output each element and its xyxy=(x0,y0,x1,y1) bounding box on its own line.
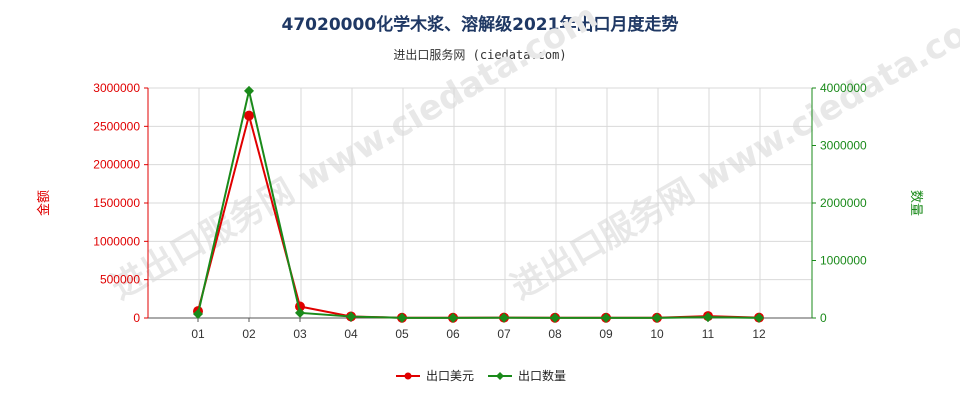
series-2-point xyxy=(346,311,356,322)
y-right-tick-label: 1000000 xyxy=(820,254,867,268)
series-2-point xyxy=(295,307,305,318)
y-axis-left-label: 金额 xyxy=(36,190,52,216)
y-left-tick-label: 1500000 xyxy=(93,196,140,210)
series-layer xyxy=(193,85,764,323)
tick-labels: 0 500000 1000000 1500000 2000000 2500000 30000… xyxy=(93,81,867,341)
x-tick-label: 01 xyxy=(191,327,205,341)
series-2-point xyxy=(703,312,713,323)
y-left-tick-label: 2500000 xyxy=(93,119,140,133)
series-1-point xyxy=(244,110,254,121)
series-2-point xyxy=(193,308,203,319)
series-2-point xyxy=(601,312,611,323)
y-left-tick-label: 2000000 xyxy=(93,158,140,172)
legend-label-2: 出口数量 xyxy=(518,368,566,383)
y-axis-right-label: 数量 xyxy=(908,190,923,216)
legend-marker-1 xyxy=(404,372,412,380)
y-left-tick-label: 500000 xyxy=(100,273,140,287)
x-tick-label: 12 xyxy=(752,327,766,341)
x-tick-label: 06 xyxy=(446,327,460,341)
y-right-tick-label: 0 xyxy=(820,311,827,325)
series-2-point xyxy=(754,312,764,323)
legend-label-1: 出口美元 xyxy=(426,369,474,383)
x-tick-label: 04 xyxy=(344,327,358,341)
legend: 出口美元 出口数量 xyxy=(396,368,566,383)
y-right-tick-label: 4000000 xyxy=(820,81,867,95)
legend-marker-2 xyxy=(496,372,504,380)
chart-title: 47020000化学木浆、溶解级2021年出口月度走势 xyxy=(281,15,679,35)
x-tick-label: 05 xyxy=(395,327,409,341)
x-tick-label: 03 xyxy=(293,327,307,341)
x-tick-label: 09 xyxy=(599,327,613,341)
series-2-point xyxy=(448,312,458,323)
x-tick-label: 11 xyxy=(702,327,715,341)
series-2-point xyxy=(244,85,254,96)
x-tick-label: 07 xyxy=(497,327,511,341)
y-left-tick-label: 3000000 xyxy=(93,81,140,95)
series-2-point xyxy=(550,312,560,323)
series-2-point xyxy=(397,312,407,323)
y-right-tick-label: 3000000 xyxy=(820,139,867,153)
x-tick-label: 10 xyxy=(650,327,664,341)
y-left-tick-label: 0 xyxy=(133,311,140,325)
x-tick-label: 08 xyxy=(548,327,562,341)
series-2-point xyxy=(652,312,662,323)
series-2-point xyxy=(499,312,509,323)
y-right-tick-label: 2000000 xyxy=(820,196,867,210)
x-tick-label: 02 xyxy=(242,327,256,341)
y-left-tick-label: 1000000 xyxy=(93,234,140,248)
chart-subtitle: 进出口服务网 (ciedata.com) xyxy=(393,48,567,62)
series-line-2 xyxy=(197,90,760,319)
